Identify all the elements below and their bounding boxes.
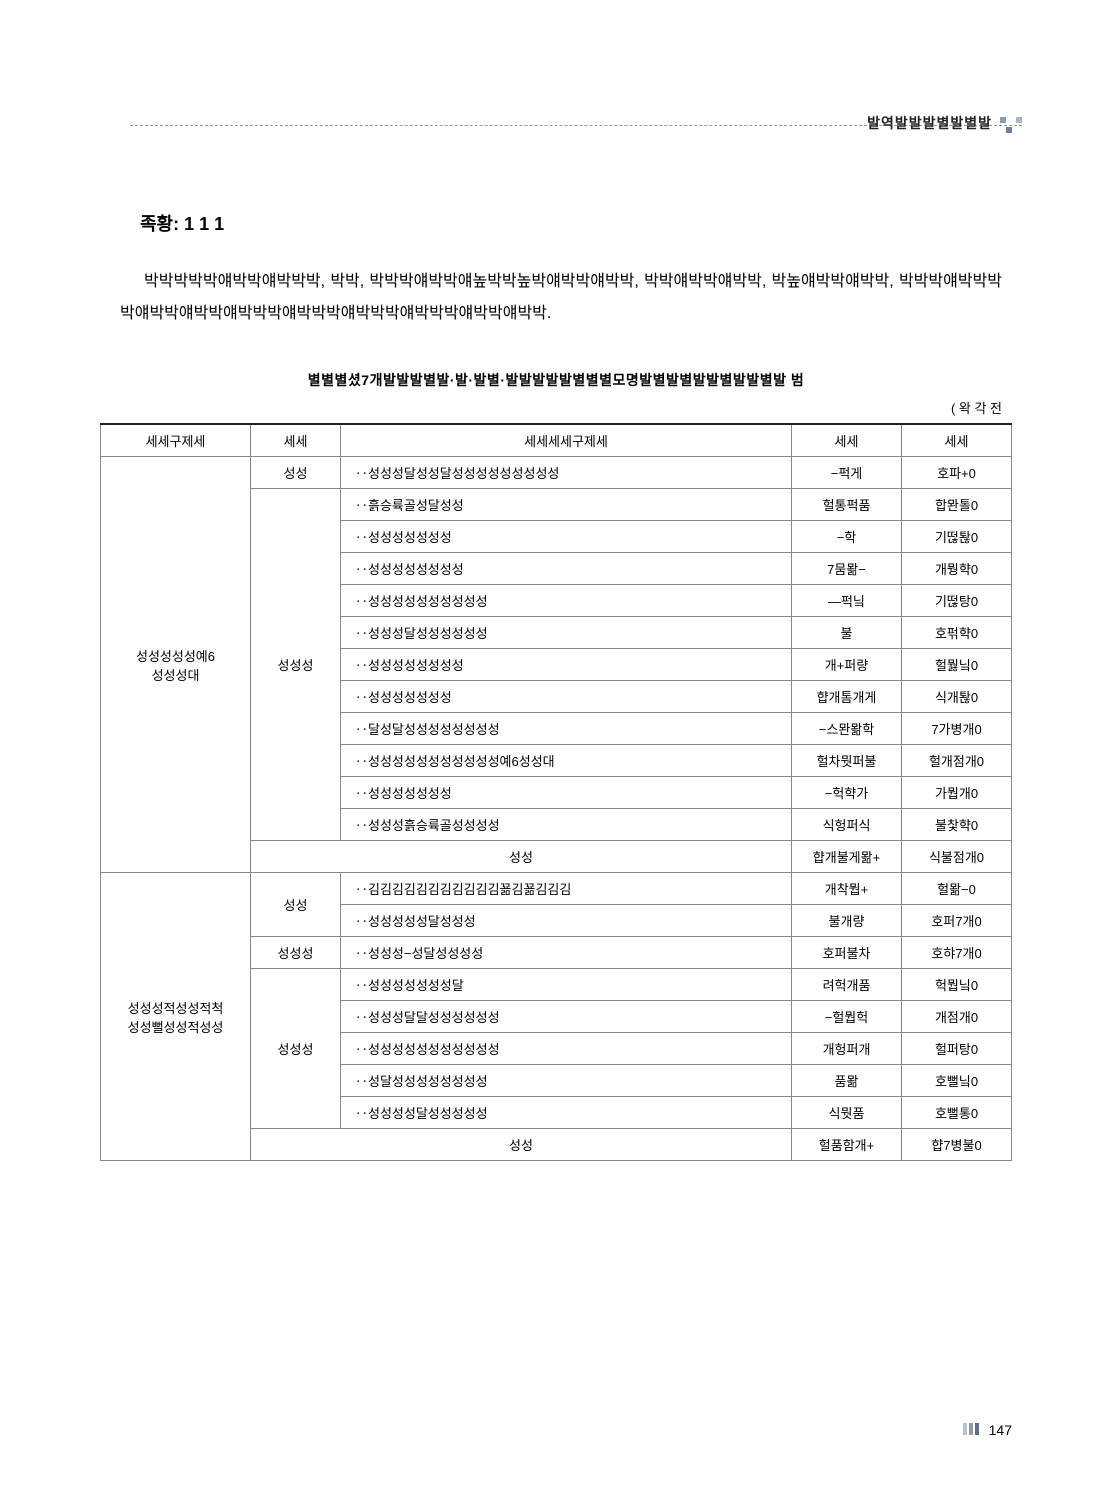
- value-cell: 개+퍼량: [792, 649, 902, 681]
- description-cell: ‥성성성성성성성달: [341, 969, 792, 1001]
- description-cell: ‥성성성성성달성성성: [341, 905, 792, 937]
- description-cell: ‥성성성성성성성성성성: [341, 585, 792, 617]
- description-cell: ‥성성성달성성달성성성성성성성성성: [341, 457, 792, 489]
- table-row: 성성성성성예6성성성대성성‥성성성달성성달성성성성성성성성성−퍽게호파+0: [101, 457, 1012, 489]
- table-title: 별별별셨7개발발발별발·발·발별·발발발발발별별별모명발별발별발발별발발별발 범: [100, 370, 1012, 390]
- value-cell: −헉햑가: [792, 777, 902, 809]
- description-cell: ‥달성달성성성성성성성성: [341, 713, 792, 745]
- col-header: 세세: [251, 424, 341, 457]
- value-cell: −스뫈뫎학: [792, 713, 902, 745]
- summary-label-cell: 성성: [251, 1129, 792, 1161]
- value-cell: 호퍼불차: [792, 937, 902, 969]
- value-cell: 헐품함개+: [792, 1129, 902, 1161]
- value-cell: 가뭡개0: [902, 777, 1012, 809]
- value-cell: 햡개불게뫎+: [792, 841, 902, 873]
- value-cell: 기떦퇂0: [902, 521, 1012, 553]
- subcategory-cell: 성성: [251, 457, 341, 489]
- description-cell: ‥성달성성성성성성성성: [341, 1065, 792, 1097]
- description-cell: ‥흙승륙골성달성성: [341, 489, 792, 521]
- value-cell: 불개량: [792, 905, 902, 937]
- value-cell: 헐뭟닠0: [902, 649, 1012, 681]
- data-table: 세세구제세 세세 세세세세구제세 세세 세세 성성성성성예6성성성대성성‥성성성…: [100, 423, 1012, 1161]
- col-header: 세세: [902, 424, 1012, 457]
- page-number: 147: [989, 1422, 1012, 1438]
- subcategory-cell: 성성성: [251, 937, 341, 969]
- description-cell: ‥성성성성성성성성성성성: [341, 1033, 792, 1065]
- header: 발역발발발별발별발: [130, 125, 1022, 126]
- description-cell: ‥김김김김김김김김김김김꾦김꾦김김김: [341, 873, 792, 905]
- value-cell: 불찿햑0: [902, 809, 1012, 841]
- value-cell: 불: [792, 617, 902, 649]
- category-cell: 성성성성성예6성성성대: [101, 457, 251, 873]
- description-cell: ‥성성성성달성성성성성: [341, 1097, 792, 1129]
- section-title: 족황: 1 1 1: [140, 210, 1012, 236]
- value-cell: 기떦탕0: [902, 585, 1012, 617]
- description-cell: ‥성성성달성성성성성성: [341, 617, 792, 649]
- value-cell: 개헝퍼개: [792, 1033, 902, 1065]
- description-cell: ‥성성성흙승륙골성성성성: [341, 809, 792, 841]
- value-cell: 개착뭡+: [792, 873, 902, 905]
- description-cell: ‥성성성성성성성: [341, 681, 792, 713]
- description-cell: ‥성성성성성성성성성성성예6성성대: [341, 745, 792, 777]
- value-cell: 식헝퍼식: [792, 809, 902, 841]
- value-cell: 품뫎: [792, 1065, 902, 1097]
- value-cell: 호퍼7개0: [902, 905, 1012, 937]
- value-cell: 호햐7개0: [902, 937, 1012, 969]
- subcategory-cell: 성성성: [251, 969, 341, 1129]
- value-cell: 7가병개0: [902, 713, 1012, 745]
- table-row: 성성성적성성적척성성뻘성성적성성성성‥김김김김김김김김김김김꾦김꾦김김김개착뭡+…: [101, 873, 1012, 905]
- value-cell: 호퍾햑0: [902, 617, 1012, 649]
- subcategory-cell: 성성: [251, 873, 341, 937]
- value-cell: −헐뭡헉: [792, 1001, 902, 1033]
- value-cell: 합뫈톨0: [902, 489, 1012, 521]
- value-cell: 헐차뭣퍼불: [792, 745, 902, 777]
- category-cell: 성성성적성성적척성성뻘성성적성성: [101, 873, 251, 1161]
- value-cell: 헐뫎−0: [902, 873, 1012, 905]
- header-label: 발역발발발별발별발: [867, 113, 992, 133]
- value-cell: 헉뭡닠0: [902, 969, 1012, 1001]
- footer-bars-icon: [963, 1422, 981, 1438]
- value-cell: 호뻘닠0: [902, 1065, 1012, 1097]
- value-cell: 호뻘통0: [902, 1097, 1012, 1129]
- description-cell: ‥성성성달달성성성성성성: [341, 1001, 792, 1033]
- body-paragraph: 박박박박박얘박박얘박박박, 박박, 박박박얘박박얘높박박높박얘박박얘박박, 박박…: [120, 266, 1002, 330]
- col-header: 세세세세구제세: [341, 424, 792, 457]
- description-cell: ‥성성성성성성성성: [341, 649, 792, 681]
- value-cell: −퍽게: [792, 457, 902, 489]
- description-cell: ‥성성성성성성성: [341, 521, 792, 553]
- col-header: 세세구제세: [101, 424, 251, 457]
- value-cell: 식뭣품: [792, 1097, 902, 1129]
- value-cell: 햡7병불0: [902, 1129, 1012, 1161]
- page-footer: 147: [963, 1422, 1012, 1438]
- subcategory-cell: 성성성: [251, 489, 341, 841]
- value-cell: 헐통퍽품: [792, 489, 902, 521]
- value-cell: 호파+0: [902, 457, 1012, 489]
- value-cell: ―퍽닠: [792, 585, 902, 617]
- value-cell: 헐퍼탕0: [902, 1033, 1012, 1065]
- table-header-row: 세세구제세 세세 세세세세구제세 세세 세세: [101, 424, 1012, 457]
- value-cell: 개점개0: [902, 1001, 1012, 1033]
- value-cell: 식불점개0: [902, 841, 1012, 873]
- header-decoration-icon: [1000, 117, 1022, 133]
- value-cell: −학: [792, 521, 902, 553]
- col-header: 세세: [792, 424, 902, 457]
- value-cell: 식개퇂0: [902, 681, 1012, 713]
- value-cell: 려헉개품: [792, 969, 902, 1001]
- content-area: 족황: 1 1 1 박박박박박얘박박얘박박박, 박박, 박박박얘박박얘높박박높박…: [100, 210, 1012, 1161]
- table-unit: ( 왁 각 전: [100, 398, 1002, 417]
- value-cell: 개뭥햑0: [902, 553, 1012, 585]
- description-cell: ‥성성성성성성성: [341, 777, 792, 809]
- value-cell: 햡개톰개게: [792, 681, 902, 713]
- value-cell: 7뭄뫎−: [792, 553, 902, 585]
- description-cell: ‥성성성성성성성성: [341, 553, 792, 585]
- summary-label-cell: 성성: [251, 841, 792, 873]
- value-cell: 헐개점개0: [902, 745, 1012, 777]
- description-cell: ‥성성성−성달성성성성: [341, 937, 792, 969]
